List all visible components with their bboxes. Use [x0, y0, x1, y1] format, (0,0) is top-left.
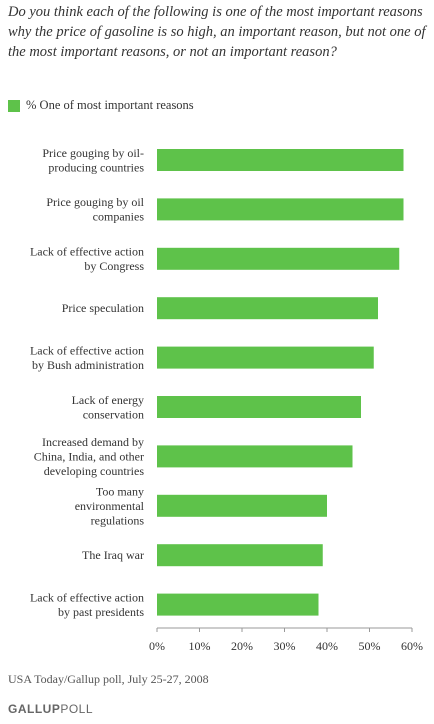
gallup-poll-logo: GALLUPPOLL: [8, 702, 93, 716]
category-label-line: Lack of energy: [72, 393, 144, 407]
chart-question: Do you think each of the following is on…: [8, 4, 426, 60]
category-label-line: Lack of effective action: [30, 590, 144, 604]
category-label-line: developing countries: [44, 464, 145, 478]
category-label: Lack of effective action by past presiden…: [30, 590, 144, 619]
category-label-line: China, India, and other: [34, 449, 144, 463]
x-tick-label: 0%: [149, 639, 165, 653]
logo-suffix: POLL: [60, 702, 94, 716]
category-label-line: regulations: [91, 513, 145, 527]
source-note: USA Today/Gallup poll, July 25-27, 2008: [8, 672, 209, 686]
category-label: Lack of energy conservation: [72, 393, 144, 422]
category-label-line: environmental: [75, 499, 145, 513]
bar: [157, 198, 404, 221]
category-label-line: Price speculation: [62, 301, 144, 315]
bar: [157, 247, 400, 270]
x-tick-label: 50%: [359, 639, 381, 653]
legend-swatch: [8, 99, 20, 112]
x-tick-label: 20%: [231, 639, 253, 653]
category-label-line: producing countries: [48, 160, 144, 174]
legend-label: % One of most important reasons: [26, 98, 194, 112]
category-label-line: Price gouging by oil-: [42, 146, 144, 160]
bar: [157, 494, 327, 517]
bar: [157, 593, 319, 616]
category-label-line: by Bush administration: [32, 358, 144, 372]
legend: % One of most important reasons: [8, 98, 194, 113]
x-tick-label: 30%: [274, 639, 296, 653]
category-label-line: Lack of effective action: [30, 343, 144, 357]
category-label: Price speculation: [62, 301, 144, 315]
category-label: The Iraq war: [82, 548, 144, 562]
logo-brand: GALLUP: [8, 702, 61, 716]
category-label: Lack of effective action by Congress: [30, 245, 144, 273]
category-label-line: conservation: [83, 407, 144, 421]
x-tick-label: 40%: [316, 639, 338, 653]
category-label-line: companies: [93, 210, 145, 224]
x-tick-label: 60%: [401, 639, 423, 653]
category-label: Too many environmental regulations: [75, 484, 145, 527]
category-label: Price gouging by oil companies: [46, 195, 144, 224]
category-label: Lack of effective action by Bush administ…: [30, 343, 144, 372]
category-label-line: Too many: [96, 484, 144, 498]
category-label: Price gouging by oil-producing countries: [42, 146, 144, 175]
bar: [157, 544, 323, 567]
category-label-line: The Iraq war: [82, 548, 144, 562]
x-tick-label: 10%: [189, 639, 211, 653]
bar: [157, 396, 361, 418]
bar: [157, 149, 404, 171]
category-label-line: Lack of effective action: [30, 245, 144, 259]
category-label-line: Price gouging by oil: [46, 195, 144, 209]
category-label-line: Increased demand by: [42, 435, 144, 449]
category-label-line: by past presidents: [58, 605, 144, 619]
bar: [157, 445, 353, 468]
category-label-line: by Congress: [84, 259, 144, 273]
category-label: Increased demand by China, India, and oth…: [34, 435, 145, 478]
bar-chart: Price gouging by oil-producing countries…: [30, 146, 423, 653]
bar: [157, 346, 374, 369]
bar: [157, 297, 378, 320]
